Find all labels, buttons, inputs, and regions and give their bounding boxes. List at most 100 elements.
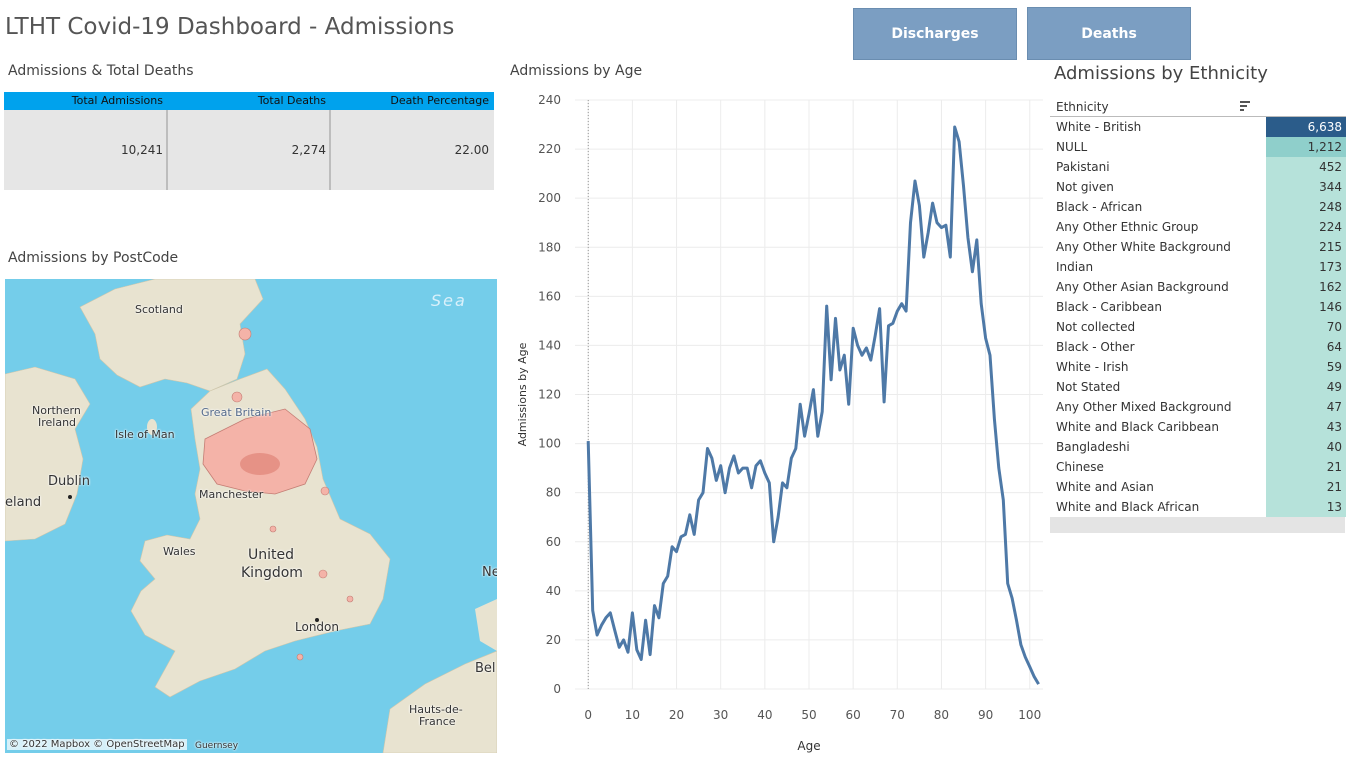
ethnicity-section-title: Admissions by Ethnicity [1054,63,1268,84]
ethnicity-value: 59 [1326,360,1342,374]
x-tick-label: 70 [890,708,905,722]
ethnicity-value: 21 [1326,460,1342,474]
x-tick-label: 100 [1018,708,1041,722]
ethnicity-value-cell: 40 [1266,437,1346,457]
ethnicity-row[interactable]: Black - Caribbean 146 [1050,297,1346,317]
ethnicity-row[interactable]: Bangladeshi 40 [1050,437,1346,457]
page-title: LTHT Covid-19 Dashboard - Admissions [5,14,455,40]
map-section-title: Admissions by PostCode [8,250,179,266]
map-attribution[interactable]: © 2022 Mapbox © OpenStreetMap [7,739,187,750]
ethnicity-value-cell: 248 [1266,197,1346,217]
ethnicity-row[interactable]: Not Stated 49 [1050,377,1346,397]
sort-icon[interactable] [1240,101,1250,111]
map-label-sea: Sea [431,291,467,310]
x-tick-label: 60 [846,708,861,722]
ethnicity-value-cell: 224 [1266,217,1346,237]
ethnicity-name: Bangladeshi [1056,440,1130,454]
ethnicity-row[interactable]: White and Black African 13 [1050,497,1346,517]
y-tick-label: 80 [546,486,561,500]
kpi-header-total-admissions: Total Admissions [71,94,163,107]
kpi-header-total-deaths: Total Deaths [257,94,326,107]
ethnicity-row[interactable]: Chinese 21 [1050,457,1346,477]
map-label-kingdom: Kingdom [241,565,303,581]
ethnicity-row[interactable]: NULL 1,212 [1050,137,1346,157]
ethnicity-scrollbar[interactable] [1050,517,1345,533]
deaths-button[interactable]: Deaths [1027,7,1191,60]
x-tick-label: 0 [584,708,592,722]
ethnicity-value-cell: 64 [1266,337,1346,357]
map-label-dublin: Dublin [48,474,90,489]
map-label-bel: Bel [475,661,496,676]
y-tick-label: 20 [546,633,561,647]
map-label-united: United [248,547,294,563]
ethnicity-row[interactable]: Not given 344 [1050,177,1346,197]
discharges-button[interactable]: Discharges [853,8,1017,60]
ethnicity-row[interactable]: Any Other Mixed Background 47 [1050,397,1346,417]
map-label-london: London [295,620,339,634]
ethnicity-name: White and Asian [1056,480,1154,494]
x-tick-label: 90 [978,708,993,722]
ethnicity-value: 146 [1319,300,1342,314]
kpi-value-total-deaths: 2,274 [291,143,326,157]
ethnicity-value-cell: 452 [1266,157,1346,177]
ethnicity-name: Not Stated [1056,380,1121,394]
ethnicity-header-divider [1050,116,1346,117]
kpi-value-total-admissions: 10,241 [121,143,163,157]
ethnicity-name: Any Other Asian Background [1056,280,1229,294]
ethnicity-name: NULL [1056,140,1088,154]
ethnicity-value-cell: 162 [1266,277,1346,297]
map-label-ireland: eland [5,495,42,510]
ethnicity-value-cell: 146 [1266,297,1346,317]
ethnicity-name: White and Black African [1056,500,1200,514]
ethnicity-value-cell: 43 [1266,417,1346,437]
age-chart-title: Admissions by Age [510,63,643,79]
ethnicity-value: 47 [1326,400,1342,414]
ethnicity-value: 248 [1319,200,1342,214]
postcode-map[interactable]: Sea Scotland Northern Ireland Isle of Ma… [5,279,497,753]
ethnicity-row[interactable]: Black - African 248 [1050,197,1346,217]
ethnicity-value-cell: 70 [1266,317,1346,337]
ethnicity-name: Any Other White Background [1056,240,1231,254]
ethnicity-name: Any Other Mixed Background [1056,400,1232,414]
ethnicity-name: Black - African [1056,200,1143,214]
kpi-divider [166,110,168,190]
map-label-manchester: Manchester [199,488,264,501]
ethnicity-row[interactable]: White - British 6,638 [1050,117,1346,137]
x-tick-label: 10 [625,708,640,722]
y-tick-label: 160 [538,289,561,303]
ethnicity-row[interactable]: Any Other Ethnic Group 224 [1050,217,1346,237]
ethnicity-value: 344 [1319,180,1342,194]
ethnicity-value-cell: 215 [1266,237,1346,257]
map-label-hauts-de: Hauts-de- [409,703,463,716]
ethnicity-row[interactable]: White and Asian 21 [1050,477,1346,497]
ethnicity-row[interactable]: Indian 173 [1050,257,1346,277]
ethnicity-value-cell: 47 [1266,397,1346,417]
x-axis-label: Age [797,739,820,753]
ethnicity-value: 49 [1326,380,1342,394]
ethnicity-name: Not collected [1056,320,1136,334]
ethnicity-row[interactable]: Any Other Asian Background 162 [1050,277,1346,297]
admissions-by-age-chart: 0 20 40 60 80 100 120 140 160 180 200 220 240 0 10 20 3… [516,93,1043,753]
y-tick-label: 100 [538,437,561,451]
ethnicity-row[interactable]: Any Other White Background 215 [1050,237,1346,257]
ethnicity-row[interactable]: Not collected 70 [1050,317,1346,337]
ethnicity-value: 224 [1319,220,1342,234]
map-label-great-britain: Great Britain [201,406,272,419]
ethnicity-row[interactable]: White - Irish 59 [1050,357,1346,377]
ethnicity-row[interactable]: Pakistani 452 [1050,157,1346,177]
kpi-section-title: Admissions & Total Deaths [8,63,194,79]
ethnicity-row[interactable]: White and Black Caribbean 43 [1050,417,1346,437]
ethnicity-value: 70 [1326,320,1342,334]
ethnicity-name: Chinese [1056,460,1104,474]
ethnicity-value-cell: 21 [1266,477,1346,497]
ethnicity-row[interactable]: Black - Other 64 [1050,337,1346,357]
ethnicity-value: 21 [1326,480,1342,494]
ethnicity-value: 43 [1326,420,1342,434]
ethnicity-value-cell: 6,638 [1266,117,1346,137]
map-label-france: France [419,715,456,728]
y-axis-label: Admissions by Age [516,342,529,446]
ethnicity-value: 40 [1326,440,1342,454]
ethnicity-value: 13 [1326,500,1342,514]
kpi-body [4,110,494,190]
y-tick-label: 60 [546,535,561,549]
